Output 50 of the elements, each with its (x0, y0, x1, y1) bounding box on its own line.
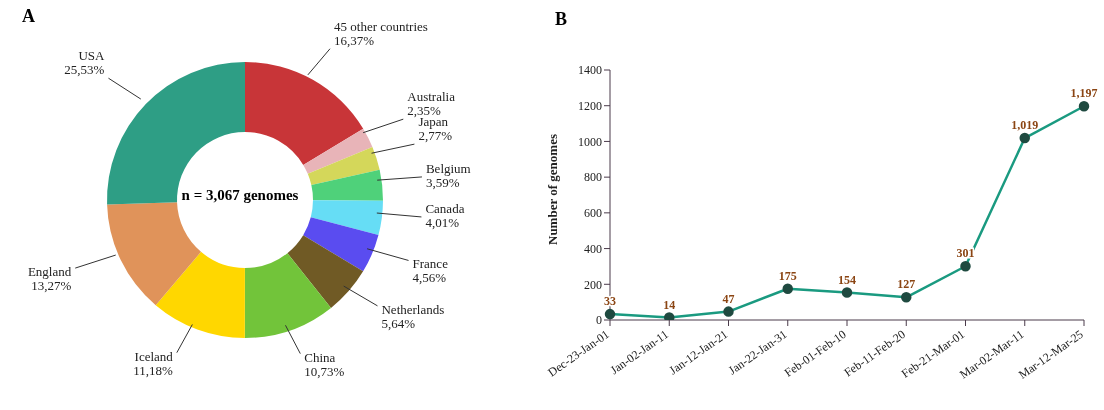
y-tick-label: 1200 (578, 98, 602, 113)
donut-slice (155, 251, 245, 338)
donut-slice (107, 62, 245, 205)
y-tick-label: 1400 (578, 63, 602, 78)
slice-label: Australia (407, 89, 456, 105)
data-label: 5,64% (381, 315, 416, 331)
slice-label: Netherlands (381, 301, 445, 317)
slice-label: Iceland (134, 348, 174, 364)
donut-slice (287, 235, 364, 308)
y-tick-label: 0 (596, 313, 602, 328)
data-label: 175 (778, 268, 797, 283)
slice-label: France (412, 256, 449, 272)
donut-slice (303, 217, 379, 272)
data-label: 1,019 (1011, 118, 1039, 133)
chart-title: A (22, 6, 35, 26)
data-label: 4,01% (425, 214, 460, 230)
donut-slice (311, 169, 383, 201)
data-label: 47 (722, 291, 735, 306)
slice-label: USA (78, 48, 106, 64)
donut-slice (307, 146, 380, 186)
y-tick-label: 1000 (578, 134, 602, 149)
data-label: 10,73% (304, 363, 345, 379)
data-label: 2,77% (418, 128, 453, 144)
data-label: 13,27% (31, 278, 72, 294)
data-label: 127 (897, 277, 916, 292)
data-label: 11,18% (133, 362, 173, 378)
slice-label: China (304, 349, 336, 365)
data-label: 25,53% (64, 62, 105, 78)
data-label: 154 (838, 272, 856, 287)
donut-slice (303, 128, 373, 174)
donut-slice (310, 200, 383, 236)
y-tick-label: 600 (584, 206, 602, 221)
data-label: 4,56% (412, 270, 447, 286)
text: n = 3,067 genomes (181, 187, 299, 203)
data-label: 16,37% (334, 32, 375, 48)
donut-slice (245, 62, 364, 165)
slice-label: Canada (425, 200, 465, 216)
y-tick-label: 400 (584, 241, 602, 256)
slice-label: England (27, 264, 72, 280)
slice-label: 45 other countries (334, 18, 428, 34)
donut-slice (244, 253, 332, 338)
chart-title: B (555, 9, 568, 29)
y-axis-title: Number of genomes (544, 134, 560, 245)
data-label: 14 (663, 297, 676, 312)
y-tick-label: 800 (584, 170, 602, 185)
donut-slice (107, 202, 201, 306)
y-tick-label: 200 (584, 277, 602, 292)
data-label: 1,197 (1070, 86, 1098, 101)
data-label: 33 (604, 294, 616, 309)
slice-label: Belgium (425, 160, 471, 176)
